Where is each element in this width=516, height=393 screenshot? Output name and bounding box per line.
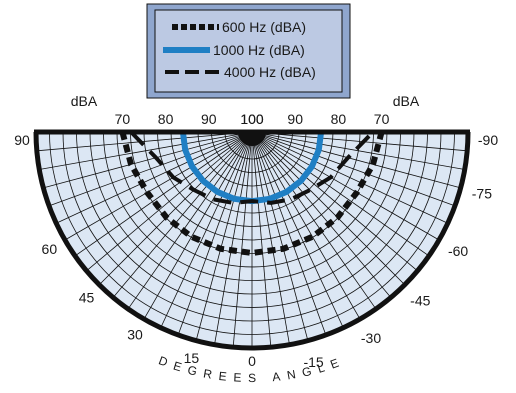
grid-spoke (56, 131, 253, 224)
angle-tick-right: -15 (303, 354, 323, 370)
grid-spoke (112, 131, 253, 298)
dba-tick-right: 70 (374, 111, 390, 127)
grid-spoke (195, 131, 253, 341)
series-line-1 (119, 131, 385, 256)
grid-spoke (251, 131, 448, 224)
angle-tick-left: 60 (42, 241, 58, 257)
angle-tick-right: -90 (478, 132, 498, 148)
grid-spoke (143, 131, 253, 320)
series-line-3 (129, 130, 375, 205)
grid-spoke (251, 131, 440, 241)
angle-tick-right: -45 (410, 292, 430, 308)
angle-tick-left: 15 (184, 350, 200, 366)
grid-spoke (160, 131, 253, 328)
angle-tick-right: -30 (361, 330, 381, 346)
angle-tick-left: 30 (127, 327, 143, 343)
center-hub (238, 132, 266, 146)
grid-spoke (36, 131, 253, 152)
outer-rim (33, 131, 471, 351)
dba-tick-right: 90 (287, 111, 303, 127)
angle-tick-left: 90 (14, 132, 30, 148)
grid-spoke (127, 131, 253, 310)
dba-label-right: dBA (393, 93, 420, 109)
grid-spoke (74, 131, 253, 257)
dba-label-left: dBA (71, 93, 98, 109)
dba-tick-right: 80 (331, 111, 347, 127)
dba-tick-left: 100 (240, 111, 264, 127)
legend-label-600hz: 600 Hz (dBA) (222, 19, 306, 35)
grid-spoke (177, 131, 253, 336)
grid-spoke (251, 131, 392, 298)
grid-spoke (232, 131, 253, 348)
grid-spoke (48, 131, 253, 207)
grid-spoke (251, 131, 468, 152)
grid-spoke (251, 131, 309, 341)
dba-tick-left: 90 (201, 111, 217, 127)
grid-spoke (251, 131, 406, 286)
grid-spoke (98, 131, 253, 286)
dba-tick-left: 80 (158, 111, 174, 127)
grid-spoke (251, 131, 344, 328)
grid-spoke (251, 131, 290, 345)
grid-spoke (251, 131, 418, 272)
grid-spoke (64, 131, 253, 241)
angle-tick-right: -60 (448, 243, 468, 259)
grid-spoke (86, 131, 253, 272)
grid-spoke (43, 131, 253, 189)
legend-label-4000hz: 4000 Hz (dBA) (224, 64, 316, 80)
legend-label-1000hz: 1000 Hz (dBA) (213, 42, 305, 58)
dba-tick-left: 70 (115, 111, 131, 127)
angle-tick-left: 45 (79, 289, 95, 305)
grid-spoke (251, 131, 327, 336)
grid-spoke (251, 131, 465, 170)
dba-tick-right: 100 (240, 111, 264, 127)
grid-spoke (251, 131, 377, 310)
grid-spoke (251, 131, 361, 320)
plot-area (33, 129, 471, 351)
grid-spoke (251, 131, 456, 207)
grid-spoke (251, 131, 461, 189)
grid-spoke (251, 131, 272, 348)
grid-spoke (251, 131, 430, 257)
angle-tick-right: -75 (472, 186, 492, 202)
grid-spoke (39, 131, 253, 170)
grid-spoke (214, 131, 253, 345)
angle-tick-center: 0 (248, 353, 256, 369)
legend: 600 Hz (dBA) 1000 Hz (dBA) 4000 Hz (dBA) (146, 3, 351, 99)
